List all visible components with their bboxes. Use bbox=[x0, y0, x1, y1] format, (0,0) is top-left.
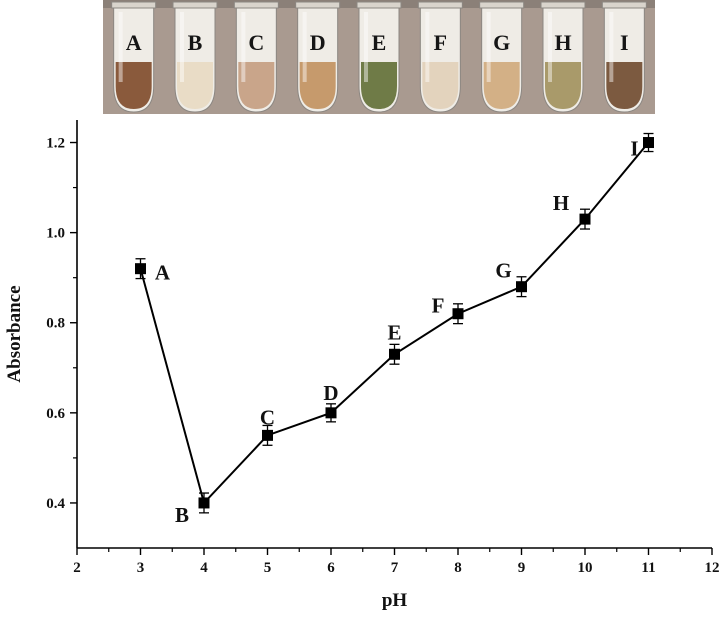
x-tick-label: 8 bbox=[454, 560, 462, 576]
absorbance-chart: 2 3 4 5 6 7 8 9 10 11 12 0.4 0.6 0.8 1.0 1.2 pH Absorbanc… bbox=[4, 120, 720, 611]
tube-liquid bbox=[361, 62, 397, 109]
tube-rim bbox=[356, 1, 402, 9]
tube-label: F bbox=[434, 30, 447, 55]
tube-highlight bbox=[118, 12, 123, 82]
tube-rim bbox=[295, 1, 341, 9]
data-point bbox=[198, 497, 210, 509]
tube-label: D bbox=[310, 30, 326, 55]
tube-label: H bbox=[554, 30, 571, 55]
tube-highlight bbox=[609, 12, 614, 82]
data-point bbox=[135, 263, 146, 275]
tube-rim bbox=[172, 1, 218, 9]
x-tick-label: 6 bbox=[327, 560, 335, 576]
point-label-i: I bbox=[630, 137, 638, 161]
tube-liquid bbox=[177, 62, 213, 109]
tube-liquid bbox=[422, 62, 459, 109]
tube-liquid bbox=[238, 62, 275, 109]
tube-label: E bbox=[372, 30, 387, 55]
tube-highlight bbox=[486, 12, 491, 82]
point-label-c: C bbox=[260, 405, 275, 429]
data-point bbox=[325, 407, 337, 419]
x-tick-label: 10 bbox=[578, 560, 593, 576]
point-label-g: G bbox=[495, 259, 511, 283]
data-point bbox=[262, 429, 273, 441]
x-tick-label: 11 bbox=[641, 560, 655, 576]
point-label-a: A bbox=[155, 261, 171, 285]
tube-liquid bbox=[606, 62, 643, 109]
point-label-f: F bbox=[432, 294, 445, 318]
x-tick-label: 4 bbox=[200, 560, 208, 576]
y-tick-label: 0.8 bbox=[46, 316, 65, 332]
x-tick-label: 5 bbox=[264, 560, 272, 576]
x-tick-label: 9 bbox=[518, 560, 526, 576]
point-label-e: E bbox=[387, 320, 401, 344]
y-tick-label: 0.6 bbox=[46, 406, 65, 422]
tube-highlight bbox=[364, 12, 368, 82]
tube-label: I bbox=[620, 30, 629, 55]
vial-photo: A B C D E F G H I bbox=[103, 0, 655, 114]
tube-rim bbox=[111, 1, 157, 9]
tube-label: A bbox=[126, 30, 142, 55]
x-tick-label: 2 bbox=[73, 560, 81, 576]
tube-liquid bbox=[545, 62, 581, 109]
x-tick-label: 12 bbox=[705, 560, 720, 576]
tube-rim bbox=[479, 1, 525, 9]
x-axis-title: pH bbox=[382, 590, 408, 611]
tube-liquid bbox=[483, 62, 520, 109]
data-point bbox=[643, 137, 654, 149]
tube-rim bbox=[417, 1, 463, 9]
tube-highlight bbox=[241, 12, 246, 82]
point-label-h: H bbox=[553, 191, 569, 215]
point-label-d: D bbox=[323, 381, 338, 405]
y-axis-title: Absorbance bbox=[4, 285, 25, 382]
tube-label: G bbox=[493, 30, 510, 55]
tube-highlight bbox=[302, 12, 307, 82]
y-tick-label: 1.2 bbox=[46, 136, 65, 152]
tube-rim bbox=[540, 1, 586, 9]
tube-rim bbox=[601, 1, 647, 9]
x-tick-label: 3 bbox=[137, 560, 145, 576]
data-point bbox=[579, 213, 591, 225]
tube-label: C bbox=[248, 30, 264, 55]
x-tick-label: 7 bbox=[391, 560, 399, 576]
data-point bbox=[452, 308, 464, 320]
tube-label: B bbox=[188, 30, 203, 55]
tube-highlight bbox=[425, 12, 430, 82]
tube-liquid bbox=[299, 62, 336, 109]
data-point bbox=[516, 281, 527, 293]
tube-liquid bbox=[115, 62, 152, 109]
tube-highlight bbox=[548, 12, 552, 82]
point-label-b: B bbox=[175, 503, 189, 527]
tube-highlight bbox=[180, 12, 184, 82]
y-tick-label: 1.0 bbox=[46, 226, 65, 242]
data-point bbox=[389, 348, 400, 360]
tube-rim bbox=[233, 1, 279, 9]
y-tick-label: 0.4 bbox=[46, 496, 65, 512]
